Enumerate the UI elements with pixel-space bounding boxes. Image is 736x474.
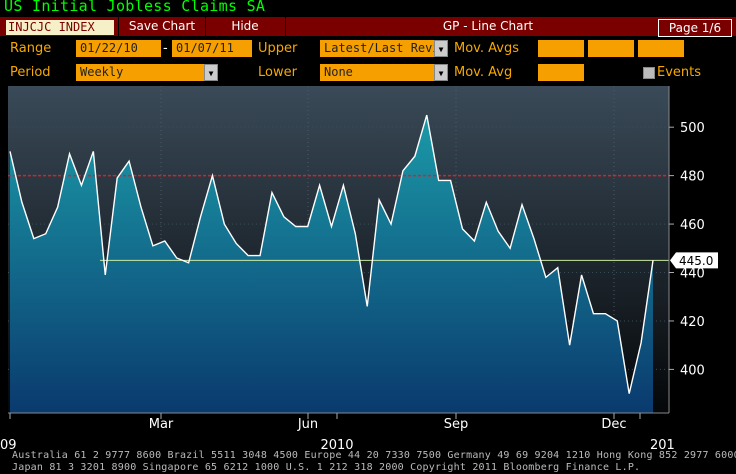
- period-select[interactable]: Weekly: [76, 64, 204, 81]
- range-label: Range: [10, 41, 52, 56]
- last-value-badge: 445.0: [670, 252, 718, 269]
- mov-avg-field-2[interactable]: [588, 40, 634, 57]
- mov-avg-period-field[interactable]: [538, 64, 584, 81]
- range-dash: -: [163, 41, 168, 56]
- y-tick-label: 420: [680, 315, 705, 330]
- mov-avg-field-3[interactable]: [638, 40, 684, 57]
- y-tick-label: 460: [680, 218, 705, 233]
- mov-avg-label: Mov. Avg: [454, 65, 513, 80]
- x-tick-label: 2010: [320, 438, 353, 452]
- period-dropdown-arrow-icon[interactable]: ▼: [204, 64, 218, 81]
- range-start-input[interactable]: 01/22/10: [76, 40, 161, 57]
- x-tick-label: Sep: [444, 417, 469, 432]
- period-label: Period: [10, 65, 51, 80]
- lower-select[interactable]: None: [320, 64, 434, 81]
- y-tick-label: 400: [680, 363, 705, 378]
- chart-mode-label: GP - Line Chart: [442, 19, 534, 33]
- y-tick-label: 440: [680, 267, 705, 282]
- mov-avg-field-1[interactable]: [538, 40, 584, 57]
- footer-line-2: Japan 81 3 3201 8900 Singapore 65 6212 1…: [12, 462, 641, 473]
- title-bar: [0, 17, 736, 36]
- ticker-label: INJCJC INDEX: [6, 20, 114, 35]
- mov-avgs-label: Mov. Avgs: [454, 41, 519, 56]
- x-tick-label: 09: [0, 438, 17, 452]
- lower-dropdown-arrow-icon[interactable]: ▼: [434, 64, 448, 81]
- x-tick-label: Dec: [601, 417, 626, 432]
- y-tick-label: 500: [680, 121, 705, 136]
- lower-label: Lower: [258, 65, 297, 80]
- x-tick-label: Jun: [297, 417, 318, 432]
- page-indicator[interactable]: Page 1/6: [658, 19, 732, 37]
- last-value-label: 445.0: [679, 254, 713, 268]
- footer-line-1: Australia 61 2 9777 8600 Brazil 5511 304…: [12, 450, 736, 461]
- area-fill: [10, 115, 653, 414]
- series-line: [9, 114, 654, 394]
- chart-title: US Initial Jobless Claims SA: [4, 0, 266, 15]
- events-checkbox[interactable]: [643, 67, 655, 79]
- upper-select[interactable]: Latest/Last Revi: [320, 40, 434, 57]
- x-tick-label: Mar: [149, 417, 174, 432]
- x-tick-label: 201: [650, 438, 675, 452]
- upper-dropdown-arrow-icon[interactable]: ▼: [434, 40, 448, 57]
- save-chart-button[interactable]: Save Chart: [118, 17, 206, 36]
- hide-button[interactable]: Hide: [205, 17, 286, 36]
- events-label: Events: [657, 65, 702, 80]
- range-end-input[interactable]: 01/07/11: [172, 40, 252, 57]
- y-tick-label: 480: [680, 170, 705, 185]
- upper-label: Upper: [258, 41, 298, 56]
